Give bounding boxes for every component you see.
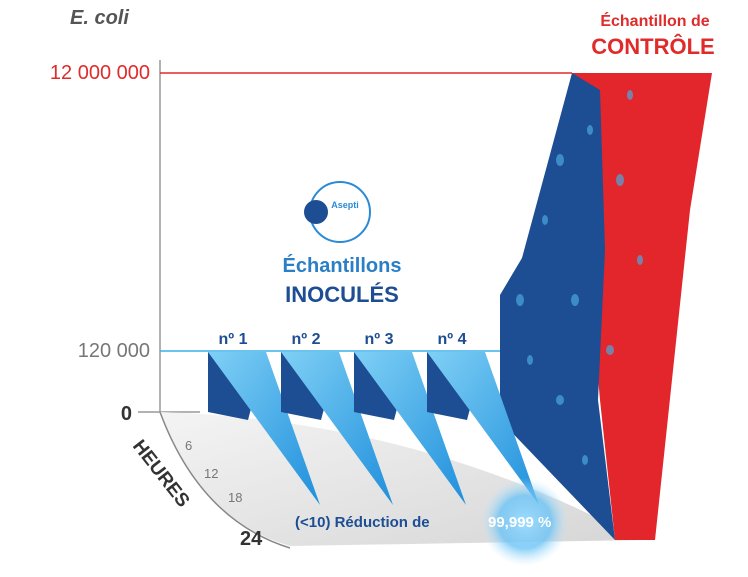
time-tick: 24 [240,528,263,550]
logo-icon [304,200,328,224]
time-tick: 6 [185,438,192,453]
inoculated-title: Échantillons [283,254,402,277]
result-text: (<10) Réduction de [295,514,430,531]
time-tick: 18 [228,490,242,505]
sample-triangle [281,352,393,505]
droplets [516,90,643,465]
tick-label: 120 000 [78,340,150,362]
tick-label: 0 [121,403,132,425]
sample-label: nº 2 [292,331,321,348]
y-axis-label: E. coli [70,7,129,29]
sample-triangle [427,352,539,505]
inoculated-title: INOCULÉS [285,282,399,307]
samples: nº 1 nº 2 nº 3 nº 4 [208,331,539,505]
sample-triangle [208,352,320,505]
control-red [572,73,712,540]
time-tick: 12 [204,466,218,481]
sample-triangle [354,352,466,505]
sample-label: nº 4 [438,331,467,348]
result-value: 99,999 % [488,514,551,531]
sample-label: nº 1 [219,331,248,348]
control-blue [500,73,615,540]
time-axis [159,411,291,549]
control-title: CONTRÔLE [591,34,714,59]
control-title: Échantillon de [600,11,709,30]
glow [481,478,569,566]
tick-label: 12 000 000 [50,62,150,84]
sample-label: nº 3 [365,331,394,348]
logo-text: Asepti [331,200,359,210]
